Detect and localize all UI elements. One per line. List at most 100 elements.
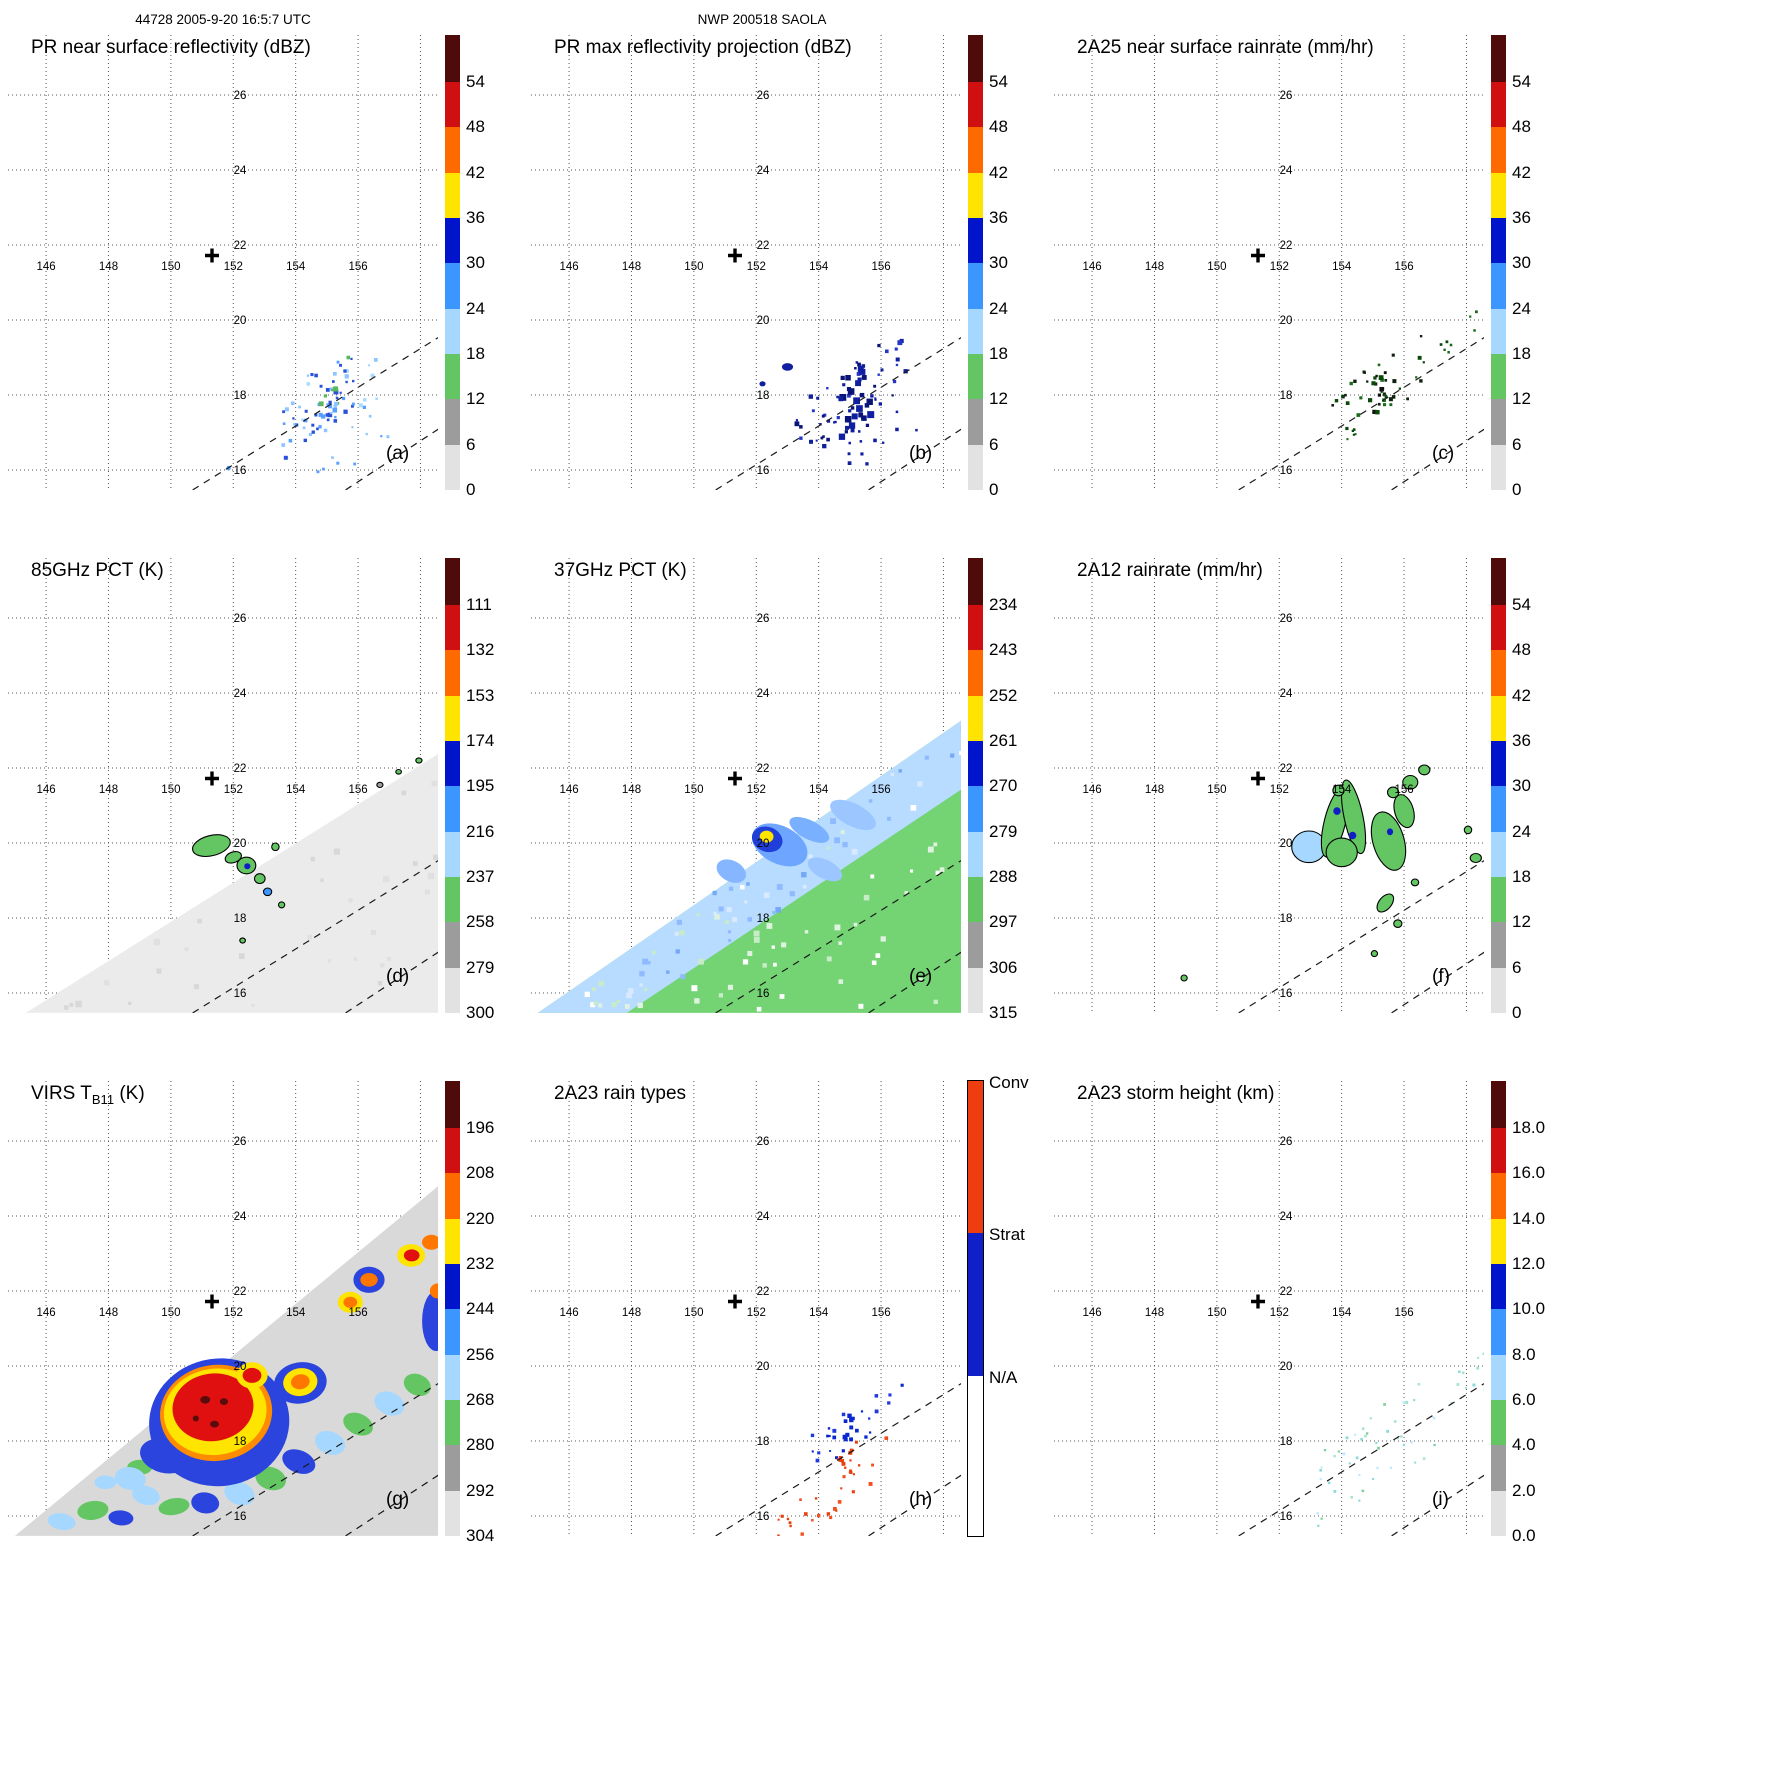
data-blob xyxy=(132,1485,160,1506)
data-layer xyxy=(226,355,390,474)
data-pixel xyxy=(353,957,358,961)
data-pixel xyxy=(1393,1420,1397,1423)
data-pixel xyxy=(771,945,775,949)
data-pixel xyxy=(322,467,325,471)
lat-axis-label: 18 xyxy=(757,1436,770,1448)
data-pixel xyxy=(804,930,809,934)
data-pixel xyxy=(611,1002,617,1008)
panel-letter: (i) xyxy=(1432,1489,1449,1510)
data-pixel xyxy=(895,357,900,362)
colorbar-segment xyxy=(445,1128,460,1174)
data-pixel xyxy=(1458,1370,1461,1373)
data-pixel xyxy=(877,343,881,348)
colorbar-segment xyxy=(968,922,983,968)
colorbar-tick-label: 54 xyxy=(989,72,1008,91)
data-pixel xyxy=(362,405,366,409)
data-pixel xyxy=(193,984,199,990)
data-pixel xyxy=(333,389,339,395)
data-layer xyxy=(1331,310,1478,441)
data-pixel xyxy=(380,963,385,968)
data-pixel xyxy=(1348,1462,1351,1465)
colorbar-segment xyxy=(968,172,983,218)
colorbar-segment xyxy=(445,1081,460,1128)
data-layer xyxy=(777,1383,904,1536)
data-pixel xyxy=(1383,371,1387,375)
data-pixel xyxy=(826,1512,831,1516)
data-pixel xyxy=(1371,381,1376,386)
colorbar-tick-label: 6 xyxy=(989,434,999,454)
panel-b: PR max reflectivity projection (dBZ) 146 1… xyxy=(531,35,1054,503)
data-pixel xyxy=(351,426,354,429)
lon-axis-label: 152 xyxy=(1270,261,1289,273)
data-blob xyxy=(343,1296,358,1308)
data-pixel xyxy=(863,894,870,901)
data-pixel xyxy=(835,1509,838,1512)
data-pixel xyxy=(351,404,354,408)
data-pixel xyxy=(853,397,860,405)
data-pixel xyxy=(753,930,760,937)
lon-axis-label: 154 xyxy=(1332,1307,1352,1319)
panel-h: 2A23 rain types 146 148 150 152 154 156 26 24 22 2… xyxy=(531,1074,1054,1549)
storm-center-marker xyxy=(1251,771,1265,786)
colorbar-segment xyxy=(445,1400,460,1446)
data-pixel xyxy=(835,1456,838,1460)
panel-letter: (b) xyxy=(909,443,932,464)
data-blob xyxy=(1393,794,1415,829)
colorbar-segment xyxy=(445,218,460,264)
lat-axis-label: 18 xyxy=(1280,913,1293,925)
data-pixel xyxy=(1402,1443,1405,1446)
lat-axis-label: 22 xyxy=(234,763,247,775)
colorbar-segment xyxy=(1491,1490,1506,1536)
data-pixel xyxy=(789,1524,792,1528)
data-pixel xyxy=(344,374,349,379)
data-blob xyxy=(1393,919,1403,928)
storm-center-marker xyxy=(205,1294,219,1309)
data-pixel xyxy=(910,869,914,873)
lon-axis-label: 156 xyxy=(349,261,368,273)
data-pixel xyxy=(1419,335,1423,338)
data-blob xyxy=(172,1373,254,1442)
lat-axis-label: 26 xyxy=(234,90,247,102)
colorbar-tick-label: 30 xyxy=(1512,253,1531,273)
data-pixel xyxy=(1383,1403,1386,1406)
data-pixel xyxy=(712,890,717,896)
lon-axis-label: 154 xyxy=(1332,261,1352,273)
colorbar-tick-label: 30 xyxy=(466,253,485,273)
data-pixel xyxy=(1375,1441,1378,1445)
lat-axis-label: 22 xyxy=(757,763,770,775)
data-pixel xyxy=(756,1006,762,1012)
data-pixel xyxy=(104,980,110,986)
data-pixel xyxy=(917,781,923,787)
data-pixel xyxy=(1319,1478,1322,1481)
colorbar-tick-label: 270 xyxy=(989,776,1018,796)
data-pixel xyxy=(773,962,777,967)
panel-title: 2A25 near surface rainrate (mm/hr) xyxy=(1077,37,1374,58)
colorbar-segment xyxy=(445,695,460,741)
panel-e: 37GHz PCT (K) 146 148 150 152 154 156 26 24 22 20 1… xyxy=(531,558,1054,1026)
colorbar-segment xyxy=(968,967,983,1013)
data-pixel xyxy=(841,1412,846,1417)
data-blob xyxy=(224,1481,255,1506)
data-pixel xyxy=(373,358,378,362)
colorbar-segment xyxy=(968,786,983,832)
data-pixel xyxy=(842,383,846,387)
data-pixel xyxy=(870,394,874,398)
panel-i: 2A23 storm height (km) 146 148 150 152 154 156… xyxy=(1054,1081,1577,1549)
lat-axis-label: 16 xyxy=(757,988,770,1000)
swath-edge-line xyxy=(192,1382,438,1536)
panel-a: PR near surface reflectivity (dBZ) 146 148… xyxy=(8,35,531,503)
lat-axis-label: 24 xyxy=(234,165,247,177)
data-pixel xyxy=(1417,355,1422,360)
data-pixel xyxy=(323,428,328,433)
lat-axis-label: 26 xyxy=(757,1136,770,1148)
lon-axis-label: 146 xyxy=(560,784,579,796)
data-pixel xyxy=(841,1449,845,1453)
colorbar-segment xyxy=(1491,308,1506,354)
data-pixel xyxy=(1320,1466,1323,1469)
data-pixel xyxy=(333,372,337,376)
swath-edge-line xyxy=(868,1474,961,1536)
data-pixel xyxy=(763,892,770,898)
colorbar-segment xyxy=(968,558,983,605)
data-pixel xyxy=(1327,1481,1331,1485)
colorbar-segment xyxy=(1491,1400,1506,1446)
